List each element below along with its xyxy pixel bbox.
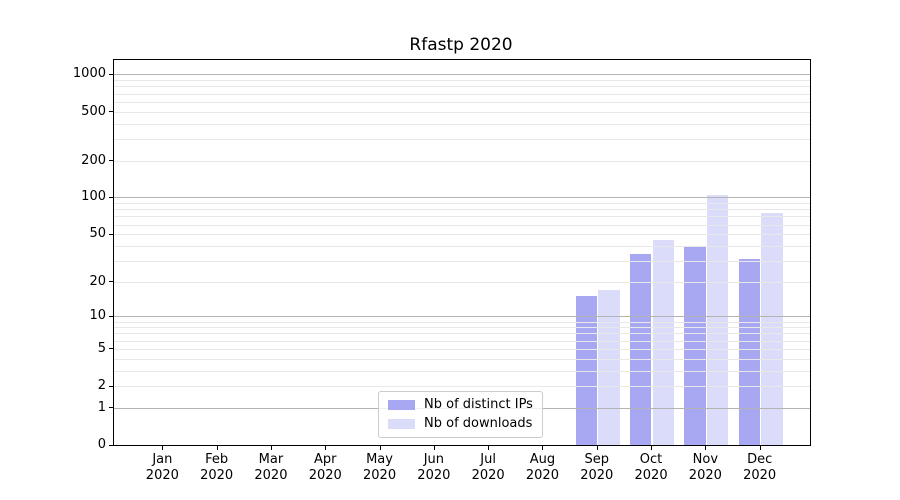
legend-item-distinct-ips: Nb of distinct IPs (388, 397, 533, 413)
x-tick-label-apr: Apr 2020 (308, 452, 342, 483)
x-tick-mark-jul (488, 446, 490, 450)
x-tick-mark-jan (162, 446, 164, 450)
y-tick-label-20: 20 (89, 273, 106, 289)
x-tick-label-feb: Feb 2020 (200, 452, 234, 483)
gridline-minor-400 (114, 123, 810, 125)
y-tick-mark-0 (109, 444, 113, 446)
bar-downloads-oct (652, 239, 674, 445)
y-tick-label-500: 500 (81, 103, 106, 119)
y-tick-mark-5 (109, 348, 113, 350)
gridline-minor-500 (114, 111, 810, 113)
y-tick-label-100: 100 (81, 189, 106, 205)
gridline-major-1000 (114, 74, 810, 76)
x-tick-label-may: May 2020 (363, 452, 397, 483)
x-tick-label-sep: Sep 2020 (580, 452, 614, 483)
y-tick-label-1: 1 (97, 399, 106, 415)
gridline-minor-80 (114, 209, 810, 211)
y-tick-mark-200 (109, 160, 113, 162)
gridline-minor-7 (114, 333, 810, 335)
x-tick-mark-dec (759, 446, 761, 450)
gridline-minor-700 (114, 93, 810, 95)
gridline-minor-60 (114, 224, 810, 226)
y-tick-label-200: 200 (81, 152, 106, 168)
x-tick-mark-aug (542, 446, 544, 450)
x-tick-label-dec: Dec 2020 (743, 452, 777, 483)
gridline-minor-4 (114, 358, 810, 360)
bar-distinct-ips-dec (738, 259, 760, 445)
gridline-major-100 (114, 197, 810, 199)
x-tick-mark-jun (433, 446, 435, 450)
gridline-minor-5 (114, 348, 810, 350)
gridline-minor-3 (114, 370, 810, 372)
gridline-minor-200 (114, 160, 810, 162)
x-tick-label-jul: Jul 2020 (471, 452, 505, 483)
legend-swatch-downloads (388, 419, 415, 429)
y-tick-mark-2 (109, 385, 113, 387)
gridline-minor-70 (114, 216, 810, 218)
y-tick-label-10: 10 (89, 308, 106, 324)
x-tick-mark-feb (216, 446, 218, 450)
y-tick-mark-1 (109, 407, 113, 409)
legend-swatch-distinct-ips (388, 400, 415, 410)
legend: Nb of distinct IPs Nb of downloads (378, 391, 543, 438)
bar-distinct-ips-nov (684, 247, 706, 445)
x-tick-label-jun: Jun 2020 (417, 452, 451, 483)
y-tick-mark-50 (109, 233, 113, 235)
x-tick-label-jan: Jan 2020 (145, 452, 179, 483)
y-tick-mark-10 (109, 315, 113, 317)
y-tick-mark-500 (109, 111, 113, 113)
gridline-minor-9 (114, 321, 810, 323)
x-tick-label-nov: Nov 2020 (688, 452, 722, 483)
plot-area (113, 59, 811, 446)
x-tick-label-mar: Mar 2020 (254, 452, 288, 483)
chart-title: Rfastp 2020 (409, 35, 513, 55)
gridline-minor-40 (114, 245, 810, 247)
legend-item-downloads: Nb of downloads (388, 416, 533, 432)
gridline-minor-600 (114, 101, 810, 103)
x-tick-mark-apr (325, 446, 327, 450)
x-tick-label-oct: Oct 2020 (634, 452, 668, 483)
bar-downloads-nov (707, 194, 729, 445)
y-tick-label-0: 0 (97, 437, 106, 452)
y-tick-label-1000: 1000 (72, 66, 106, 82)
gridline-minor-8 (114, 327, 810, 329)
x-tick-mark-oct (651, 446, 653, 450)
gridline-major-10 (114, 316, 810, 318)
bar-downloads-dec (761, 212, 783, 445)
y-tick-mark-100 (109, 196, 113, 198)
x-tick-mark-nov (705, 446, 707, 450)
legend-label-downloads: Nb of downloads (424, 416, 533, 431)
bar-downloads-sep (598, 289, 620, 445)
y-tick-label-2: 2 (97, 378, 106, 394)
gridline-minor-90 (114, 203, 810, 205)
gridline-minor-30 (114, 260, 810, 262)
gridline-minor-6 (114, 340, 810, 342)
x-tick-mark-mar (270, 446, 272, 450)
gridline-minor-800 (114, 86, 810, 88)
y-tick-label-50: 50 (89, 226, 106, 242)
x-tick-mark-sep (596, 446, 598, 450)
gridline-minor-50 (114, 234, 810, 236)
legend-label-distinct-ips: Nb of distinct IPs (424, 397, 533, 412)
y-tick-label-5: 5 (97, 340, 106, 356)
x-tick-mark-may (379, 446, 381, 450)
gridline-minor-2 (114, 386, 810, 388)
y-tick-mark-20 (109, 281, 113, 283)
x-tick-label-aug: Aug 2020 (525, 452, 559, 483)
gridline-minor-20 (114, 281, 810, 283)
gridline-minor-300 (114, 138, 810, 140)
y-tick-mark-1000 (109, 73, 113, 75)
gridline-minor-900 (114, 80, 810, 82)
